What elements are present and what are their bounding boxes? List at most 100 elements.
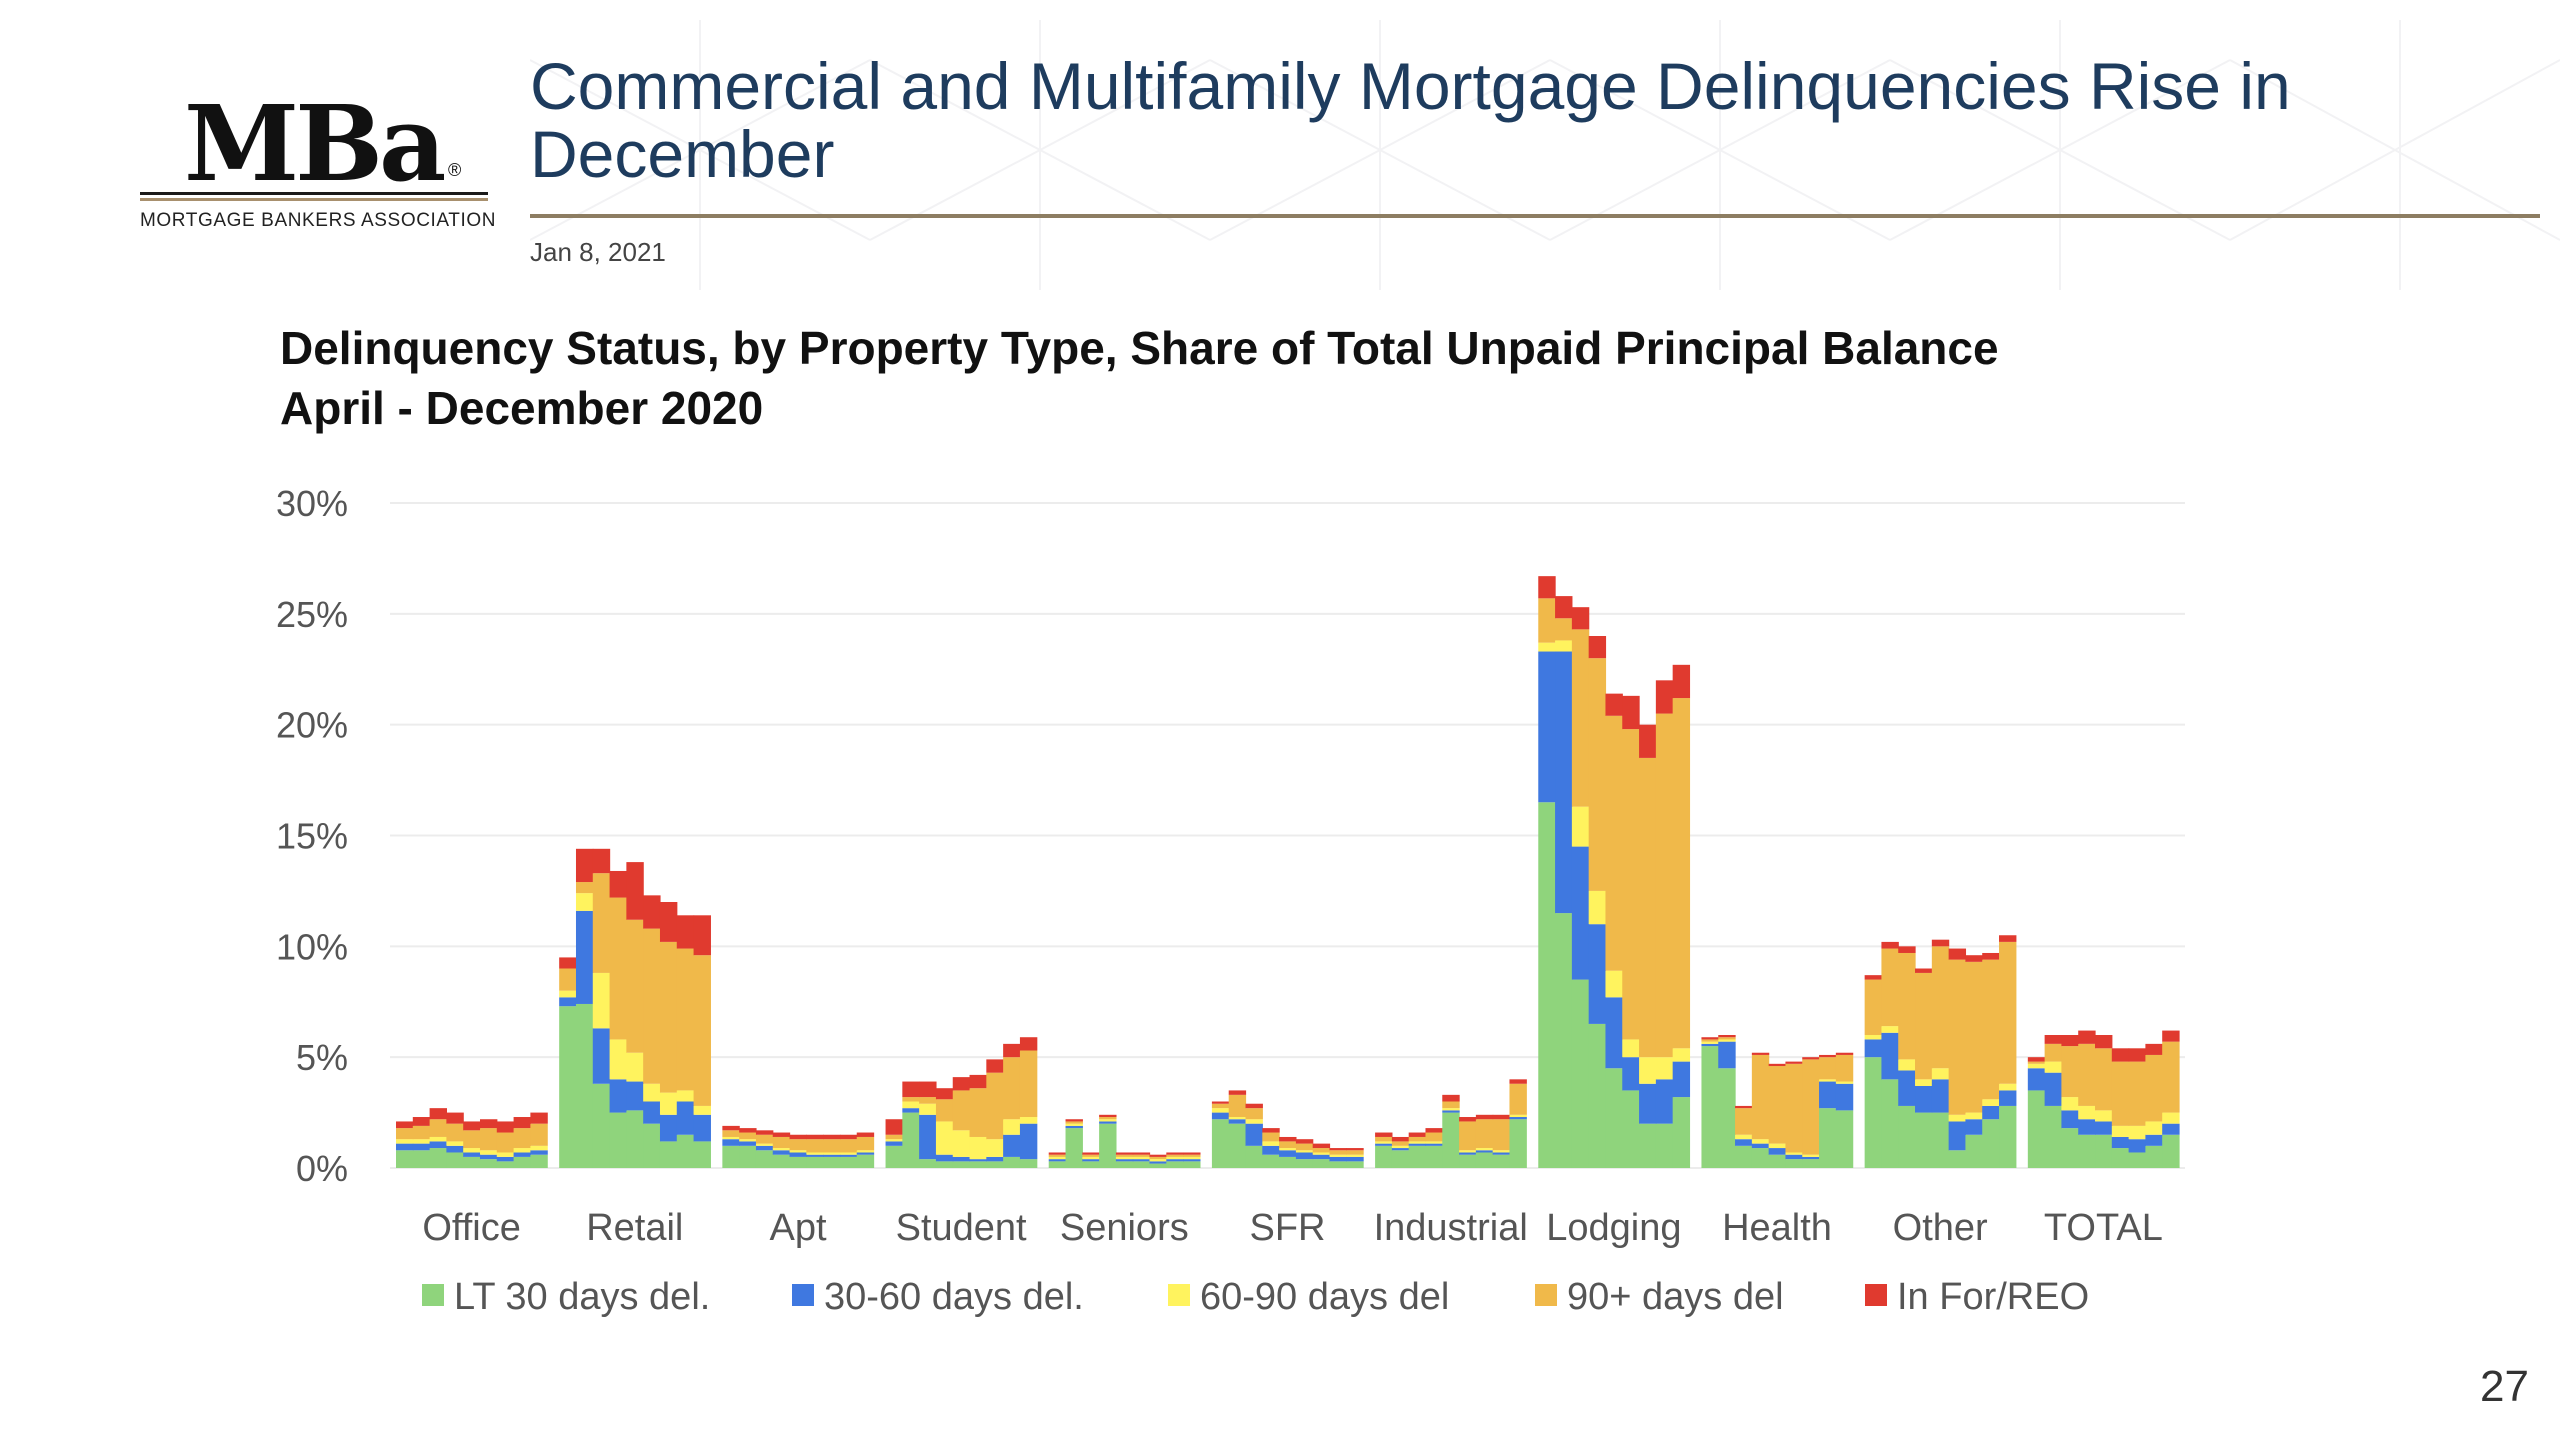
bar-segment xyxy=(463,1152,481,1157)
bar-segment xyxy=(609,1112,627,1168)
bar-segment xyxy=(1115,1161,1134,1168)
bar-segment xyxy=(429,1148,447,1168)
bar-segment xyxy=(1065,1123,1083,1126)
bar-segment xyxy=(626,1052,644,1082)
bar-segment xyxy=(592,1083,611,1168)
bar-segment xyxy=(609,1039,627,1080)
bar-segment xyxy=(755,1130,774,1135)
bar-segment xyxy=(1391,1145,1410,1149)
bar-segment xyxy=(902,1112,920,1168)
bar-segment xyxy=(739,1141,757,1146)
bar-segment xyxy=(575,893,594,911)
bar-segment xyxy=(1312,1152,1331,1155)
bar-segment xyxy=(1295,1139,1314,1144)
bar-segment xyxy=(479,1119,498,1129)
bar-segment xyxy=(1425,1128,1443,1133)
bar-segment xyxy=(1003,1043,1021,1058)
bar-segment xyxy=(839,1152,858,1155)
bar-segment xyxy=(1245,1123,1263,1146)
bar-segment xyxy=(412,1139,431,1144)
bar-segment xyxy=(559,997,577,1007)
bar-segment xyxy=(643,1101,661,1124)
bar-segment xyxy=(755,1145,774,1151)
bar-segment xyxy=(1982,1105,2000,1120)
bar-segment xyxy=(1312,1148,1331,1153)
bar-segment xyxy=(2044,1105,2063,1168)
bar-segment xyxy=(1391,1148,1410,1151)
bar-segment xyxy=(1751,1054,1770,1140)
bar-segment xyxy=(1149,1163,1167,1168)
bar-segment xyxy=(902,1101,920,1109)
bar-segment xyxy=(1245,1145,1263,1168)
bar-segment xyxy=(2111,1125,2130,1137)
bar-segment xyxy=(1898,1070,1916,1106)
bar-segment xyxy=(659,941,678,1093)
bar-segment xyxy=(513,1128,531,1149)
bar-segment xyxy=(1735,1134,1753,1140)
bar-segment xyxy=(1099,1114,1117,1118)
bar-segment xyxy=(2095,1048,2113,1111)
bar-segment xyxy=(1211,1112,1230,1120)
bar-segment xyxy=(1864,1057,1883,1168)
bar-segment xyxy=(935,1088,954,1100)
bar-segment xyxy=(1149,1154,1167,1157)
bar-segment xyxy=(919,1114,937,1160)
bar-segment xyxy=(1751,1139,1770,1144)
bar-segment xyxy=(789,1152,807,1157)
bar-segment xyxy=(1538,802,1556,1168)
bar-segment xyxy=(1819,1057,1837,1080)
bar-segment xyxy=(609,870,627,898)
bar-segment xyxy=(1048,1154,1067,1157)
bar-segment xyxy=(1048,1161,1067,1168)
bar-segment xyxy=(823,1134,841,1140)
x-category-label: Student xyxy=(896,1207,1027,1249)
bar-segment xyxy=(1999,1090,2017,1106)
bar-segment xyxy=(1149,1159,1167,1162)
bar-segment xyxy=(1115,1159,1134,1162)
bar-segment xyxy=(1538,642,1556,652)
bar-segment xyxy=(772,1132,791,1137)
bar-segment xyxy=(530,1154,548,1168)
bar-segment xyxy=(1835,1083,1854,1111)
bar-segment xyxy=(1115,1152,1134,1155)
bar-segment xyxy=(1999,1105,2017,1168)
bar-segment xyxy=(396,1128,414,1140)
bar-segment xyxy=(1768,1148,1787,1155)
bar-segment xyxy=(1346,1156,1364,1162)
bar-segment xyxy=(1639,757,1657,1058)
bar-segment xyxy=(446,1141,464,1146)
bar-segment xyxy=(1166,1152,1184,1155)
bar-segment xyxy=(789,1134,807,1140)
bar-segment xyxy=(1425,1143,1443,1146)
bar-segment xyxy=(1279,1156,1297,1168)
bar-segment xyxy=(1605,715,1623,971)
bar-segment xyxy=(479,1150,498,1155)
bar-segment xyxy=(1605,997,1623,1069)
bar-segment xyxy=(1655,1123,1674,1168)
bar-segment xyxy=(1982,1099,2000,1106)
bar-segment xyxy=(1555,913,1573,1168)
bar-segment xyxy=(1605,1068,1623,1168)
bar-segment xyxy=(1864,1039,1883,1058)
bar-segment xyxy=(1768,1066,1787,1144)
bar-segment xyxy=(2145,1043,2163,1055)
bar-segment xyxy=(823,1152,841,1155)
y-tick-label: 30% xyxy=(276,483,348,524)
bar-segment xyxy=(2145,1121,2163,1135)
bar-segment xyxy=(1622,729,1640,1040)
bar-segment xyxy=(1802,1156,1820,1160)
bar-segment xyxy=(1295,1143,1314,1151)
bar-segment xyxy=(1166,1159,1184,1162)
bar-segment xyxy=(1538,576,1556,599)
bar-segment xyxy=(1915,1112,1933,1168)
bar-segment xyxy=(2095,1121,2113,1135)
x-category-label: Retail xyxy=(586,1207,683,1249)
bar-segment xyxy=(1802,1057,1820,1060)
bar-segment xyxy=(1375,1132,1393,1137)
bar-segment xyxy=(952,1077,971,1091)
bar-segment xyxy=(772,1154,791,1168)
bar-segment xyxy=(1931,1079,1950,1113)
bar-segment xyxy=(1065,1119,1083,1122)
page-number: 27 xyxy=(2480,1362,2529,1411)
bar-segment xyxy=(969,1161,987,1168)
